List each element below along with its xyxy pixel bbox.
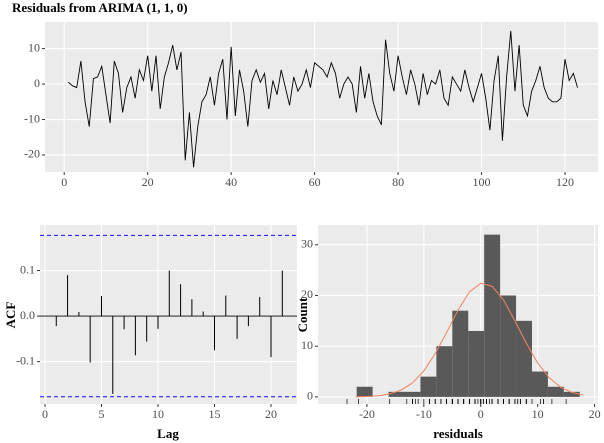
x-tick-label: 10 — [152, 407, 164, 421]
histogram-bar — [420, 376, 437, 397]
histogram-bar — [531, 371, 548, 397]
y-tick-label: 10 — [28, 40, 40, 54]
plot-background — [40, 225, 297, 404]
x-tick-label: 120 — [556, 175, 574, 189]
x-tick-label: -10 — [416, 407, 432, 421]
x-tick-label: 10 — [532, 407, 544, 421]
chart-title: Residuals from ARIMA (1, 1, 0) — [12, 0, 188, 15]
histogram-bar — [404, 391, 421, 397]
x-tick-label: 60 — [309, 175, 321, 189]
y-tick-label: -0.1 — [16, 353, 35, 367]
plot-background — [45, 22, 598, 172]
x-tick-label: 100 — [473, 175, 491, 189]
y-tick-label: -20 — [24, 147, 40, 161]
x-tick-label: 0 — [478, 407, 484, 421]
x-tick-label: 0 — [42, 407, 48, 421]
histogram-bar — [484, 234, 501, 397]
density-curve — [355, 282, 584, 398]
x-tick-label: 0 — [61, 175, 67, 189]
y-tick-label: 30 — [301, 237, 313, 251]
histogram-bar — [516, 320, 532, 397]
x-tick-label: 15 — [208, 407, 220, 421]
y-tick-label: 0 — [307, 389, 313, 403]
x-tick-label: 40 — [225, 175, 237, 189]
y-axis-title: ACF — [3, 302, 18, 329]
x-tick-label: 20 — [589, 407, 601, 421]
y-axis-title: Count — [295, 297, 310, 332]
histogram-bar — [563, 391, 580, 397]
y-tick-label: 0.1 — [20, 262, 35, 276]
x-tick-label: 80 — [392, 175, 404, 189]
x-tick-label: 5 — [98, 407, 104, 421]
histogram-bar — [547, 386, 564, 397]
x-axis-title: residuals — [433, 426, 483, 441]
y-tick-label: 20 — [301, 287, 313, 301]
histogram-bar — [356, 386, 373, 397]
x-tick-label: 20 — [265, 407, 277, 421]
y-tick-label: 0.0 — [20, 308, 35, 322]
y-tick-label: 10 — [301, 338, 313, 352]
histogram-bar — [388, 391, 405, 397]
histogram-bar — [436, 346, 453, 397]
histogram-bar — [452, 310, 469, 397]
y-tick-label: 0 — [34, 76, 40, 90]
x-tick-label: 20 — [142, 175, 154, 189]
x-tick-label: -20 — [359, 407, 375, 421]
residual-line — [68, 30, 578, 168]
x-axis-title: Lag — [157, 426, 179, 441]
histogram-bar — [500, 295, 517, 397]
histogram-bar — [468, 330, 485, 397]
y-tick-label: -10 — [24, 111, 40, 125]
